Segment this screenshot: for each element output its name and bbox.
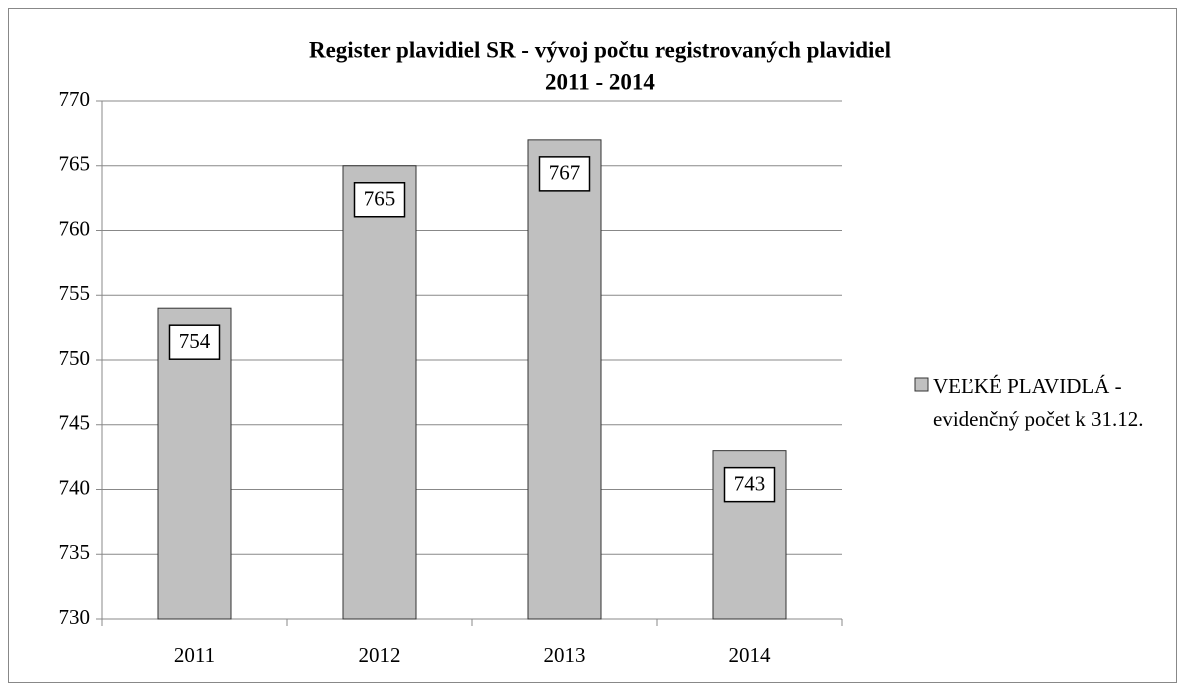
y-tick-label: 755 (59, 281, 91, 305)
y-tick-label: 760 (59, 216, 91, 240)
legend-swatch (914, 377, 929, 392)
x-tick-label: 2012 (359, 643, 401, 667)
y-tick-label: 730 (59, 605, 91, 629)
y-tick-label: 745 (59, 411, 91, 435)
x-tick-label: 2013 (544, 643, 586, 667)
bar (157, 307, 232, 620)
chart-title: Register plavidiel SR - vývoj počtu regi… (309, 37, 891, 62)
data-label-box (538, 156, 591, 192)
y-tick-label: 740 (59, 475, 91, 499)
data-label: 765 (364, 187, 396, 211)
bar (527, 139, 602, 620)
bar (342, 165, 417, 620)
x-tick-label: 2014 (729, 643, 772, 667)
data-label: 743 (734, 471, 766, 495)
y-tick-label: 735 (59, 540, 91, 564)
x-tick-label: 2011 (174, 643, 215, 667)
data-label-box (353, 182, 406, 218)
legend-label: VEĽKÉ PLAVIDLÁ - evidenčný počet k 31.12… (933, 374, 1144, 431)
y-tick-label: 750 (59, 346, 91, 370)
chart-title: 2011 - 2014 (545, 69, 655, 94)
y-tick-label: 770 (59, 87, 91, 111)
data-label: 754 (179, 329, 211, 353)
data-label: 767 (549, 161, 581, 185)
data-label-box (168, 324, 221, 360)
y-tick-label: 765 (59, 152, 91, 176)
data-label-box (723, 466, 776, 503)
